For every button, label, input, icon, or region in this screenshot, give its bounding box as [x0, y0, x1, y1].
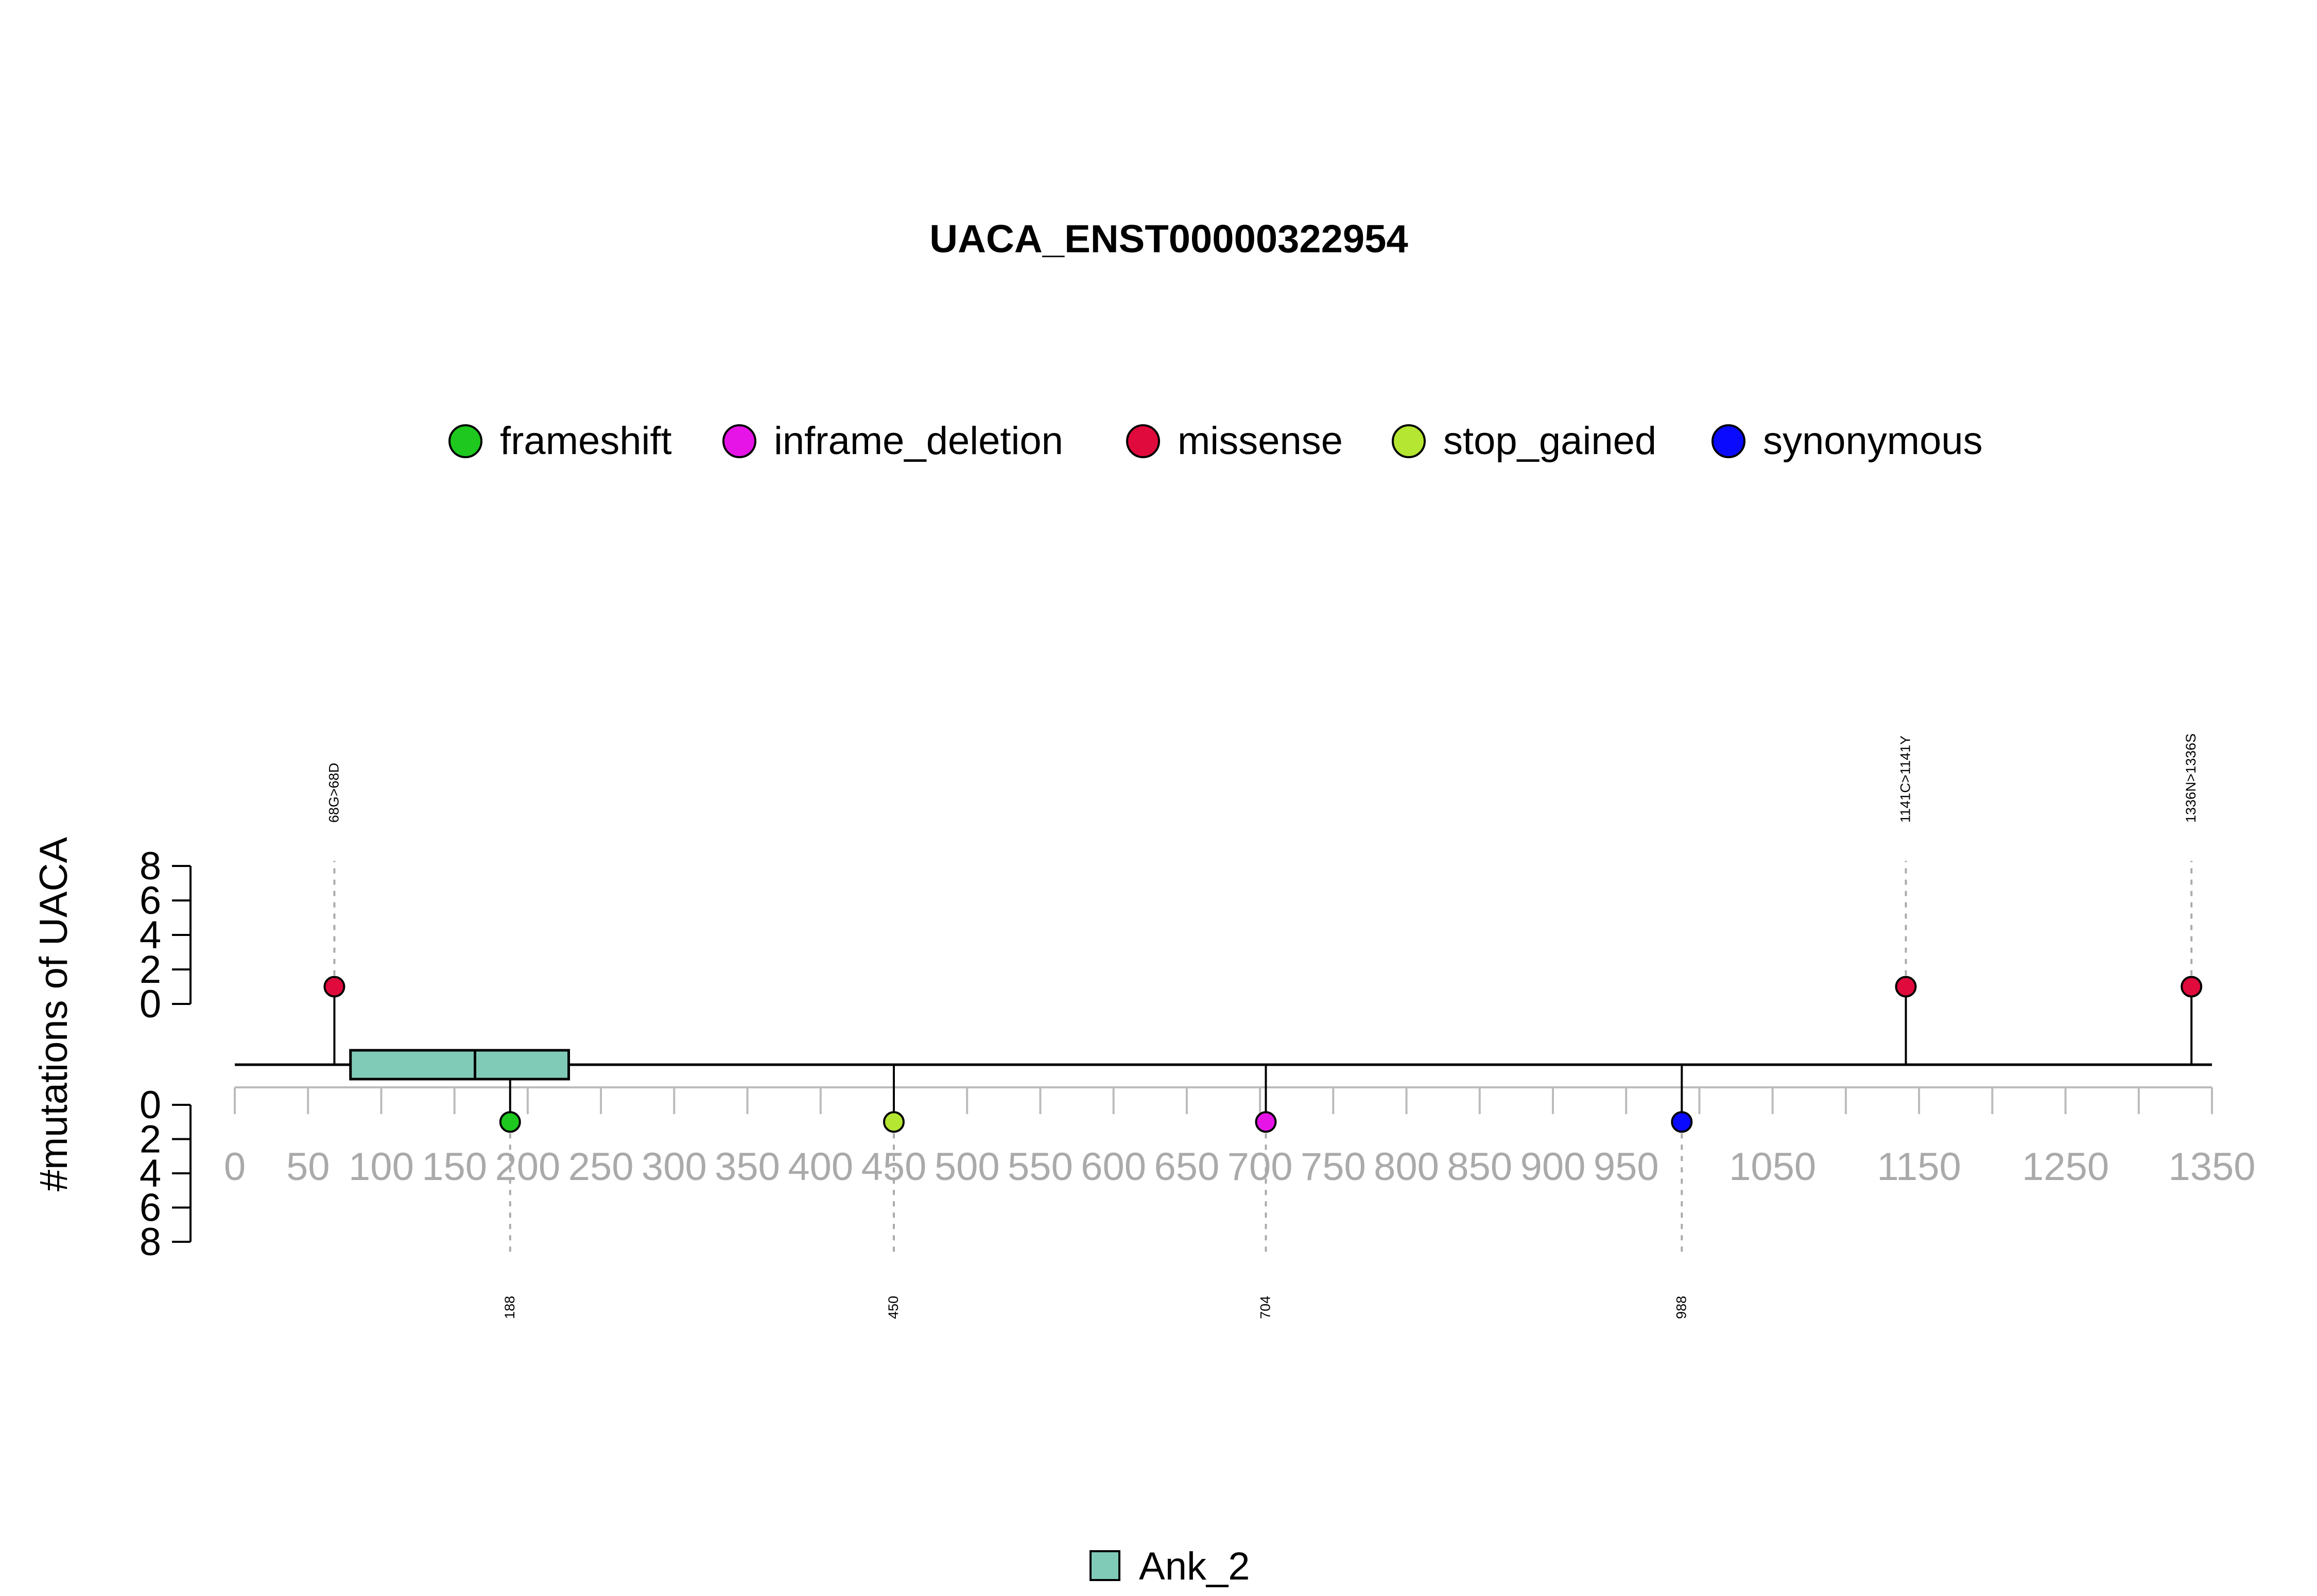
- protein-domains: [349, 1049, 570, 1081]
- lollipop-head-stop-gained: [883, 1111, 905, 1133]
- x-tick-label: 150: [422, 1145, 487, 1189]
- legend-marker-frameshift: [448, 424, 482, 458]
- domain-legend-label-ank-2: Ank_2: [1139, 1545, 1250, 1588]
- x-tick-label: 50: [286, 1145, 330, 1189]
- legend-label-stop-gained: stop_gained: [1443, 419, 1656, 463]
- x-tick-label: 1250: [2022, 1145, 2109, 1189]
- x-tick-label: 500: [935, 1145, 1000, 1189]
- lollipop-head-missense: [2181, 976, 2203, 998]
- x-axis: 0 50 100 150 200 250 300 350 400 450 500 550 600 650 7…: [224, 1086, 2256, 1189]
- x-tick-label: 650: [1154, 1145, 1219, 1189]
- x-tick-label: 900: [1520, 1145, 1586, 1189]
- x-tick-label: 950: [1594, 1145, 1659, 1189]
- domain-ank-2: [473, 1049, 570, 1081]
- y-tick-label-lower: 0: [140, 1083, 161, 1127]
- legend-marker-synonymous: [1711, 424, 1745, 458]
- x-tick-label: 550: [1008, 1145, 1073, 1189]
- domain-ank-2: [349, 1049, 476, 1081]
- mutation-lollipops: 68G>68D 1141C>1141Y 1336N>1336S 188 450 704 98…: [323, 734, 2203, 1319]
- y-tick-label-upper: 4: [140, 913, 161, 957]
- mutation-label: 988: [1673, 1296, 1689, 1319]
- x-tick-label: 1350: [2168, 1145, 2255, 1189]
- x-tick-label: 850: [1447, 1145, 1512, 1189]
- legend-label-missense: missense: [1178, 419, 1343, 463]
- x-tick-label: 1050: [1729, 1145, 1816, 1189]
- legend-label-inframe-deletion: inframe_deletion: [774, 419, 1063, 463]
- x-tick-label: 300: [642, 1145, 707, 1189]
- domain-legend: Ank_2: [1090, 1545, 1250, 1588]
- mutation-label: 68G>68D: [326, 763, 341, 823]
- mutation-type-legend: frameshift inframe_deletion missense stop_g…: [448, 419, 1983, 463]
- y-tick-label-lower: 8: [140, 1220, 161, 1264]
- chart-title: UACA_ENST00000322954: [929, 217, 1408, 261]
- mutation-label: 188: [502, 1296, 517, 1319]
- mutation-label: 1336N>1336S: [2183, 734, 2199, 823]
- lollipop-head-inframe-deletion: [1255, 1111, 1277, 1133]
- mutation-label: 704: [1257, 1296, 1273, 1319]
- lollipop-head-missense: [1895, 976, 1917, 998]
- x-tick-label: 1150: [1877, 1145, 1961, 1189]
- x-tick-label: 750: [1301, 1145, 1366, 1189]
- y-tick-label-lower: 4: [140, 1152, 161, 1195]
- x-tick-label: 350: [715, 1145, 780, 1189]
- y-tick-label-upper: 2: [140, 948, 161, 992]
- lollipop-head-missense: [323, 976, 345, 998]
- mutation-label: 450: [886, 1296, 901, 1319]
- lollipop-head-frameshift: [499, 1111, 521, 1133]
- mutation-label: 1141C>1141Y: [1898, 736, 1913, 823]
- domain-legend-swatch-ank-2: [1090, 1550, 1120, 1581]
- x-tick-label: 700: [1227, 1145, 1293, 1189]
- y-tick-label-upper: 6: [140, 879, 161, 923]
- legend-marker-stop-gained: [1392, 424, 1426, 458]
- legend-label-frameshift: frameshift: [500, 419, 672, 463]
- x-tick-label: 100: [349, 1145, 414, 1189]
- x-tick-label: 200: [495, 1145, 560, 1189]
- y-tick-label-lower: 6: [140, 1186, 161, 1230]
- y-tick-label-lower: 2: [140, 1118, 161, 1161]
- y-tick-label-upper: 8: [140, 844, 161, 888]
- legend-label-synonymous: synonymous: [1763, 419, 1983, 463]
- x-tick-label: 600: [1081, 1145, 1146, 1189]
- legend-marker-inframe-deletion: [722, 424, 756, 458]
- x-tick-label: 800: [1374, 1145, 1439, 1189]
- lollipop-head-synonymous: [1671, 1111, 1693, 1133]
- legend-marker-missense: [1126, 424, 1160, 458]
- y-axis-label: #mutations of UACA: [32, 837, 76, 1191]
- y-tick-label-upper: 0: [140, 982, 161, 1026]
- x-tick-label: 0: [224, 1145, 246, 1189]
- x-tick-label: 400: [788, 1145, 853, 1189]
- x-tick-label: 250: [568, 1145, 634, 1189]
